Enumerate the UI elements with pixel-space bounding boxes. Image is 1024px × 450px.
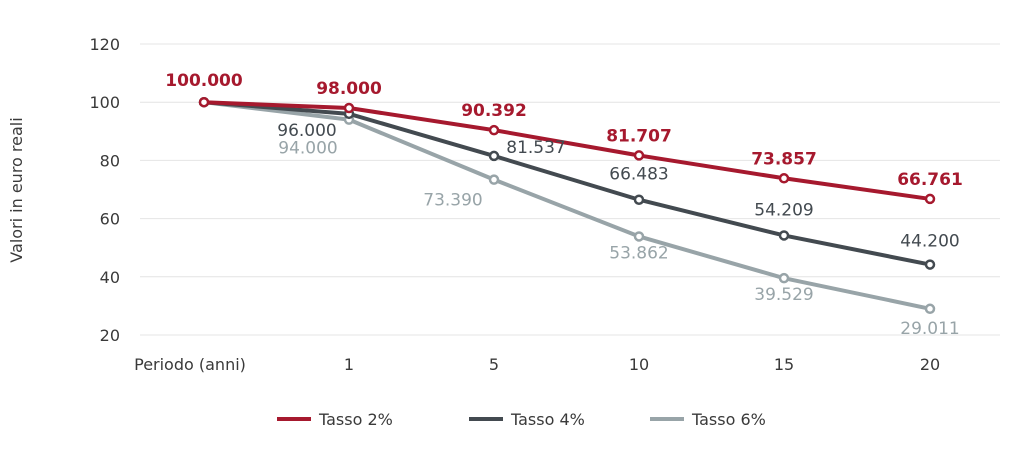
data-label: 81.707	[606, 126, 672, 146]
data-label: 100.000	[165, 71, 243, 91]
series-line	[203, 100, 931, 201]
x-tick-label: Periodo (anni)	[134, 355, 246, 374]
y-axis-title: Valori in euro reali	[7, 117, 26, 262]
grid-lines	[140, 43, 1000, 336]
data-label: 29.011	[900, 319, 959, 339]
y-tick-label: 80	[100, 151, 120, 170]
series-line	[203, 100, 931, 267]
x-tick-label: 20	[920, 355, 940, 374]
data-label: 53.862	[609, 243, 668, 263]
x-tick-label: 10	[629, 355, 649, 374]
data-label: 54.209	[754, 200, 813, 220]
data-point	[488, 174, 500, 185]
data-label: 73.390	[423, 191, 482, 211]
data-labels: 100.000 98.000 90.392 81.707 73.857 66.761 96.…	[165, 71, 963, 339]
data-point	[633, 231, 645, 242]
data-label: 90.392	[461, 101, 527, 121]
data-label: 96.000	[277, 121, 336, 141]
legend-label: Tasso 6%	[691, 410, 766, 429]
x-tick-label: 15	[774, 355, 794, 374]
data-point	[198, 96, 210, 108]
data-label: 66.483	[609, 165, 668, 185]
y-tick-label: 120	[89, 35, 120, 54]
y-tick-label: 20	[100, 326, 120, 345]
data-point	[343, 102, 355, 114]
x-axis-ticks: Periodo (anni) 1 5 10 15 20	[134, 355, 940, 374]
y-axis-ticks: 20 40 60 80 100 120	[89, 35, 120, 345]
data-point	[778, 173, 790, 184]
x-tick-label: 5	[489, 355, 499, 374]
data-point	[924, 303, 936, 315]
series-line	[203, 100, 931, 311]
y-tick-label: 60	[100, 210, 120, 229]
data-point	[924, 259, 936, 270]
data-label: 39.529	[754, 285, 813, 305]
data-point	[924, 193, 936, 205]
data-label: 66.761	[897, 170, 963, 190]
series-lines	[198, 96, 936, 315]
data-point	[633, 194, 645, 205]
data-label: 44.200	[900, 232, 959, 252]
data-point	[778, 272, 790, 284]
legend-label: Tasso 2%	[318, 410, 393, 429]
data-point	[488, 150, 500, 162]
data-label: 81.537	[506, 138, 565, 158]
data-label: 98.000	[316, 79, 382, 99]
x-tick-label: 1	[344, 355, 354, 374]
y-tick-label: 40	[100, 268, 120, 287]
data-point	[778, 230, 790, 241]
data-label: 94.000	[278, 139, 337, 159]
data-point	[488, 124, 500, 136]
data-label: 73.857	[751, 149, 817, 169]
y-tick-label: 100	[89, 93, 120, 112]
legend: Tasso 2% Tasso 4% Tasso 6%	[277, 410, 766, 429]
legend-label: Tasso 4%	[510, 410, 585, 429]
data-point	[633, 150, 645, 161]
